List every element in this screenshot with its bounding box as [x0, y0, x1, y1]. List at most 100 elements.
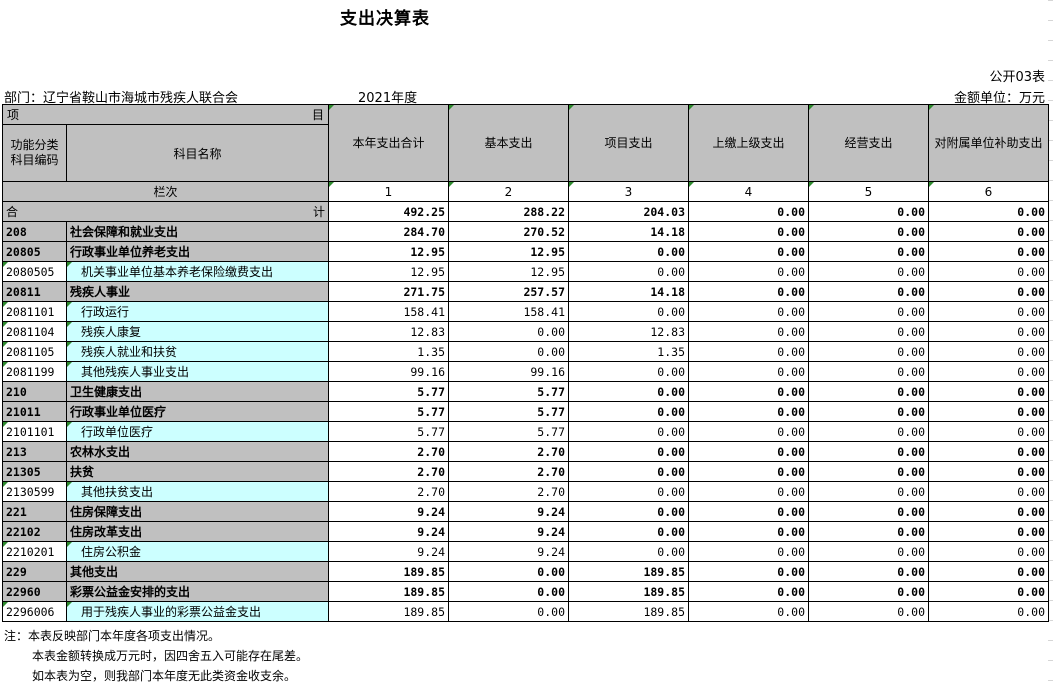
- row-name: 其他支出: [66, 561, 329, 582]
- table-row: 22960 彩票公益金安排的支出 189.85 0.00 189.85 0.00 0.00 0…: [2, 581, 1049, 602]
- row-code: 2080505: [2, 261, 67, 282]
- table-row: 20811 残疾人事业 271.75 257.57 14.18 0.00 0.00 0.00: [2, 281, 1049, 302]
- table-row: 2080505 机关事业单位基本养老保险缴费支出 12.95 12.95 0.00 0.0…: [2, 261, 1049, 282]
- row-value: 99.16: [328, 361, 449, 382]
- row-value: 189.85: [328, 581, 449, 602]
- row-value: 2.70: [448, 441, 569, 462]
- row-value: 189.85: [328, 601, 449, 622]
- row-value: 271.75: [328, 281, 449, 302]
- total-label-cell: 合 计: [2, 201, 329, 222]
- row-code: 22960: [2, 581, 67, 602]
- row-value: 0.00: [688, 441, 809, 462]
- table-row: 21305 扶贫 2.70 2.70 0.00 0.00 0.00 0.00: [2, 461, 1049, 482]
- row-value: 0.00: [928, 521, 1049, 542]
- row-value: 0.00: [568, 461, 689, 482]
- row-value: 9.24: [448, 501, 569, 522]
- row-code: 2296006: [2, 601, 67, 622]
- row-value: 0.00: [688, 581, 809, 602]
- row-value: 0.00: [568, 501, 689, 522]
- row-value: 158.41: [448, 301, 569, 322]
- row-value: 9.24: [448, 541, 569, 562]
- row-value: 12.95: [328, 261, 449, 282]
- header-row-lanci: 栏次 1 2 3 4 5 6: [2, 181, 1049, 202]
- row-value: 0.00: [928, 221, 1049, 242]
- department-label: 部门：辽宁省鞍山市海城市残疾人联合会: [4, 91, 239, 106]
- row-value: 14.18: [568, 281, 689, 302]
- row-value: 0.00: [568, 301, 689, 322]
- row-value: 189.85: [568, 601, 689, 622]
- row-value: 0.00: [928, 501, 1049, 522]
- col-number-3: 3: [568, 181, 689, 202]
- row-value: 9.24: [328, 541, 449, 562]
- row-value: 0.00: [688, 401, 809, 422]
- row-value: 2.70: [328, 481, 449, 502]
- row-value: 0.00: [688, 361, 809, 382]
- table-row: 210 卫生健康支出 5.77 5.77 0.00 0.00 0.00 0.00: [2, 381, 1049, 402]
- row-value: 0.00: [808, 361, 929, 382]
- row-value: 5.77: [328, 401, 449, 422]
- col-number-5: 5: [808, 181, 929, 202]
- row-code: 221: [2, 501, 67, 522]
- row-value: 0.00: [928, 421, 1049, 442]
- note-line: 本表金额转换成万元时，因四舍五入可能存在尾差。: [32, 649, 309, 663]
- row-value: 0.00: [448, 581, 569, 602]
- row-value: 12.83: [568, 321, 689, 342]
- row-value: 0.00: [808, 501, 929, 522]
- table-row: 21011 行政事业单位医疗 5.77 5.77 0.00 0.00 0.00 0.00: [2, 401, 1049, 422]
- row-value: 0.00: [568, 381, 689, 402]
- row-value: 0.00: [688, 321, 809, 342]
- row-value: 1.35: [328, 341, 449, 362]
- table-row: 2101101 行政单位医疗 5.77 5.77 0.00 0.00 0.00 0.00: [2, 421, 1049, 442]
- row-value: 0.00: [808, 261, 929, 282]
- total-label-right: 计: [312, 205, 325, 219]
- row-value: 0.00: [688, 541, 809, 562]
- row-name: 农林水支出: [66, 441, 329, 462]
- row-value: 0.00: [448, 561, 569, 582]
- row-value: 9.24: [328, 521, 449, 542]
- row-value: 0.00: [808, 521, 929, 542]
- row-value: 0.00: [568, 441, 689, 462]
- row-name: 住房公积金: [66, 541, 329, 562]
- row-value: 0.00: [928, 261, 1049, 282]
- note-line: 如本表为空，则我部门本年度无此类资金收支余。: [32, 669, 297, 683]
- row-code: 21011: [2, 401, 67, 422]
- year-label: 2021年度: [358, 91, 418, 106]
- row-name: 残疾人就业和扶贫: [66, 341, 329, 362]
- row-code: 208: [2, 221, 67, 242]
- row-value: 12.83: [328, 321, 449, 342]
- row-value: 0.00: [688, 521, 809, 542]
- row-value: 2.70: [328, 461, 449, 482]
- row-value: 0.00: [808, 561, 929, 582]
- row-value: 0.00: [688, 501, 809, 522]
- table-row: 213 农林水支出 2.70 2.70 0.00 0.00 0.00 0.00: [2, 441, 1049, 462]
- row-code: 2130599: [2, 481, 67, 502]
- row-value: 99.16: [448, 361, 569, 382]
- row-value: 0.00: [928, 321, 1049, 342]
- col-number-6: 6: [928, 181, 1049, 202]
- row-name: 行政事业单位养老支出: [66, 241, 329, 262]
- row-value: 0.00: [808, 221, 929, 242]
- table-row: 2296006 用于残疾人事业的彩票公益金支出 189.85 0.00 189.85 0.…: [2, 601, 1049, 622]
- col-number-1: 1: [328, 181, 449, 202]
- row-value: 0.00: [928, 461, 1049, 482]
- row-name: 卫生健康支出: [66, 381, 329, 402]
- row-value: 2.70: [448, 461, 569, 482]
- row-value: 0.00: [808, 481, 929, 502]
- row-value: 0.00: [688, 341, 809, 362]
- row-value: 0.00: [568, 521, 689, 542]
- row-value: 0.00: [568, 541, 689, 562]
- row-code: 20811: [2, 281, 67, 302]
- code-header: 功能分类 科目编码: [2, 124, 67, 182]
- row-value: 0.00: [448, 341, 569, 362]
- page-title: 支出决算表: [340, 9, 430, 29]
- row-value: 0.00: [808, 241, 929, 262]
- row-name: 用于残疾人事业的彩票公益金支出: [66, 601, 329, 622]
- row-name: 行政单位医疗: [66, 421, 329, 442]
- row-value: 189.85: [568, 581, 689, 602]
- row-value: 189.85: [568, 561, 689, 582]
- table-row: 208 社会保障和就业支出 284.70 270.52 14.18 0.00 0.00 0.0…: [2, 221, 1049, 242]
- row-value: 0.00: [568, 401, 689, 422]
- row-value: 0.00: [928, 601, 1049, 622]
- row-value: 0.00: [688, 461, 809, 482]
- expenditure-table: 项 目 本年支出合计 基本支出 项目支出 上缴上级支出 经营支出 对附属单位补助…: [2, 104, 1049, 622]
